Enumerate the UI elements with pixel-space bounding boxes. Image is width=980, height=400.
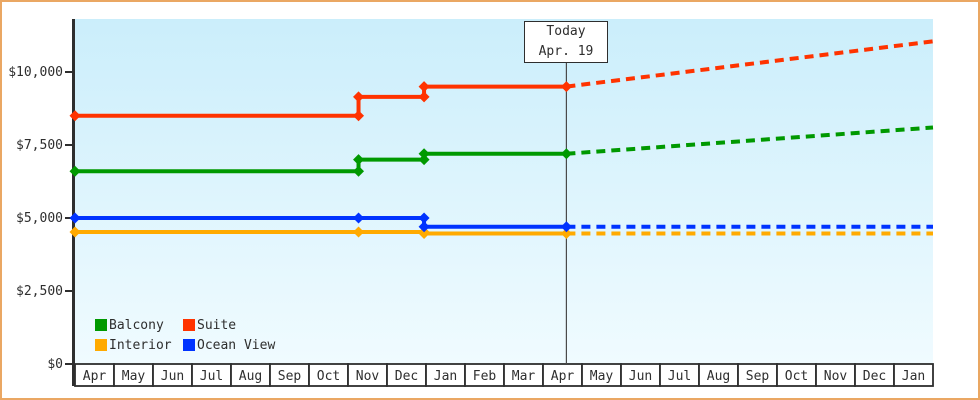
balcony-history-line	[75, 151, 567, 174]
today-box: Today Apr. 19	[524, 21, 608, 63]
suite-marker	[418, 81, 430, 93]
balcony-marker	[418, 148, 430, 160]
month-label: Nov	[824, 369, 848, 384]
today-label: Today	[546, 24, 586, 39]
interior-marker	[560, 227, 572, 239]
suite-marker	[69, 110, 81, 122]
month-label: May	[590, 369, 614, 384]
month-label: May	[122, 369, 146, 384]
month-label: Mar	[512, 369, 536, 384]
legend-item-interior: Interior	[95, 335, 183, 355]
ocean-view-marker	[353, 212, 365, 224]
month-label: Jun	[161, 369, 184, 384]
month-label: Apr	[551, 369, 575, 384]
month-label: Apr	[83, 369, 107, 384]
balcony-predicted-line	[566, 125, 934, 156]
x-axis-month-row: Apr May Jun Jul Aug Sep Oct Nov Dec Jan Feb Mar Apr M…	[74, 363, 934, 387]
month-cell	[893, 363, 934, 387]
suite-marker	[560, 81, 572, 93]
ocean-view-marker	[69, 212, 81, 224]
y-axis-label: $5,000	[16, 211, 63, 226]
month-label: Jun	[629, 369, 652, 384]
legend-label-suite: Suite	[197, 317, 237, 333]
month-label: Jan	[902, 369, 925, 384]
month-label: Nov	[356, 369, 380, 384]
legend-label-interior: Interior	[109, 337, 172, 353]
month-label: Sep	[746, 369, 770, 384]
suite-marker	[418, 91, 430, 103]
today-date: Apr. 19	[538, 44, 594, 59]
legend-item-balcony: Balcony	[95, 315, 183, 335]
y-axis-label: $2,500	[16, 284, 63, 299]
interior-history-line	[75, 230, 567, 236]
interior-marker	[418, 227, 430, 239]
balcony-marker	[353, 165, 365, 177]
suite-marker	[353, 110, 365, 122]
legend-item-ocean-view: Ocean View	[183, 335, 275, 355]
month-label: Oct	[785, 369, 808, 384]
legend: Balcony Suite Interior Ocean View	[95, 315, 275, 355]
y-axis-label: $0	[47, 357, 63, 372]
plot-background	[75, 19, 933, 364]
month-label: Oct	[317, 369, 340, 384]
balcony-marker	[418, 154, 430, 166]
ocean-view-marker	[560, 221, 572, 233]
legend-item-suite: Suite	[183, 315, 275, 335]
balcony-swatch-icon	[95, 319, 107, 331]
interior-marker	[353, 226, 365, 238]
legend-label-ocean-view: Ocean View	[197, 337, 276, 353]
month-label: Aug	[707, 369, 730, 384]
suite-predicted-line	[566, 39, 934, 89]
month-label: Aug	[239, 369, 262, 384]
month-label: Jan	[434, 369, 457, 384]
suite-marker	[353, 91, 365, 103]
y-axis-label: $10,000	[8, 65, 63, 80]
legend-label-balcony: Balcony	[109, 317, 164, 333]
ocean-view-marker	[418, 221, 430, 233]
suite-swatch-icon	[183, 319, 195, 331]
month-label: Dec	[863, 369, 886, 384]
ocean-view-marker	[418, 212, 430, 224]
interior-marker	[69, 226, 81, 238]
month-label: Sep	[278, 369, 302, 384]
balcony-marker	[560, 148, 572, 160]
month-label: Jul	[668, 369, 691, 384]
month-label: Feb	[473, 369, 497, 384]
y-axis-label: $7,500	[16, 138, 63, 153]
series-lines	[69, 39, 934, 239]
y-axis-ticks: $10,000 $7,500 $5,000 $2,500 $0	[8, 65, 73, 372]
balcony-marker	[353, 154, 365, 166]
interior-swatch-icon	[95, 339, 107, 351]
suite-history-line	[75, 84, 567, 118]
month-label: Jul	[200, 369, 223, 384]
month-label: Dec	[395, 369, 418, 384]
balcony-marker	[69, 165, 81, 177]
ocean-view-swatch-icon	[183, 339, 195, 351]
